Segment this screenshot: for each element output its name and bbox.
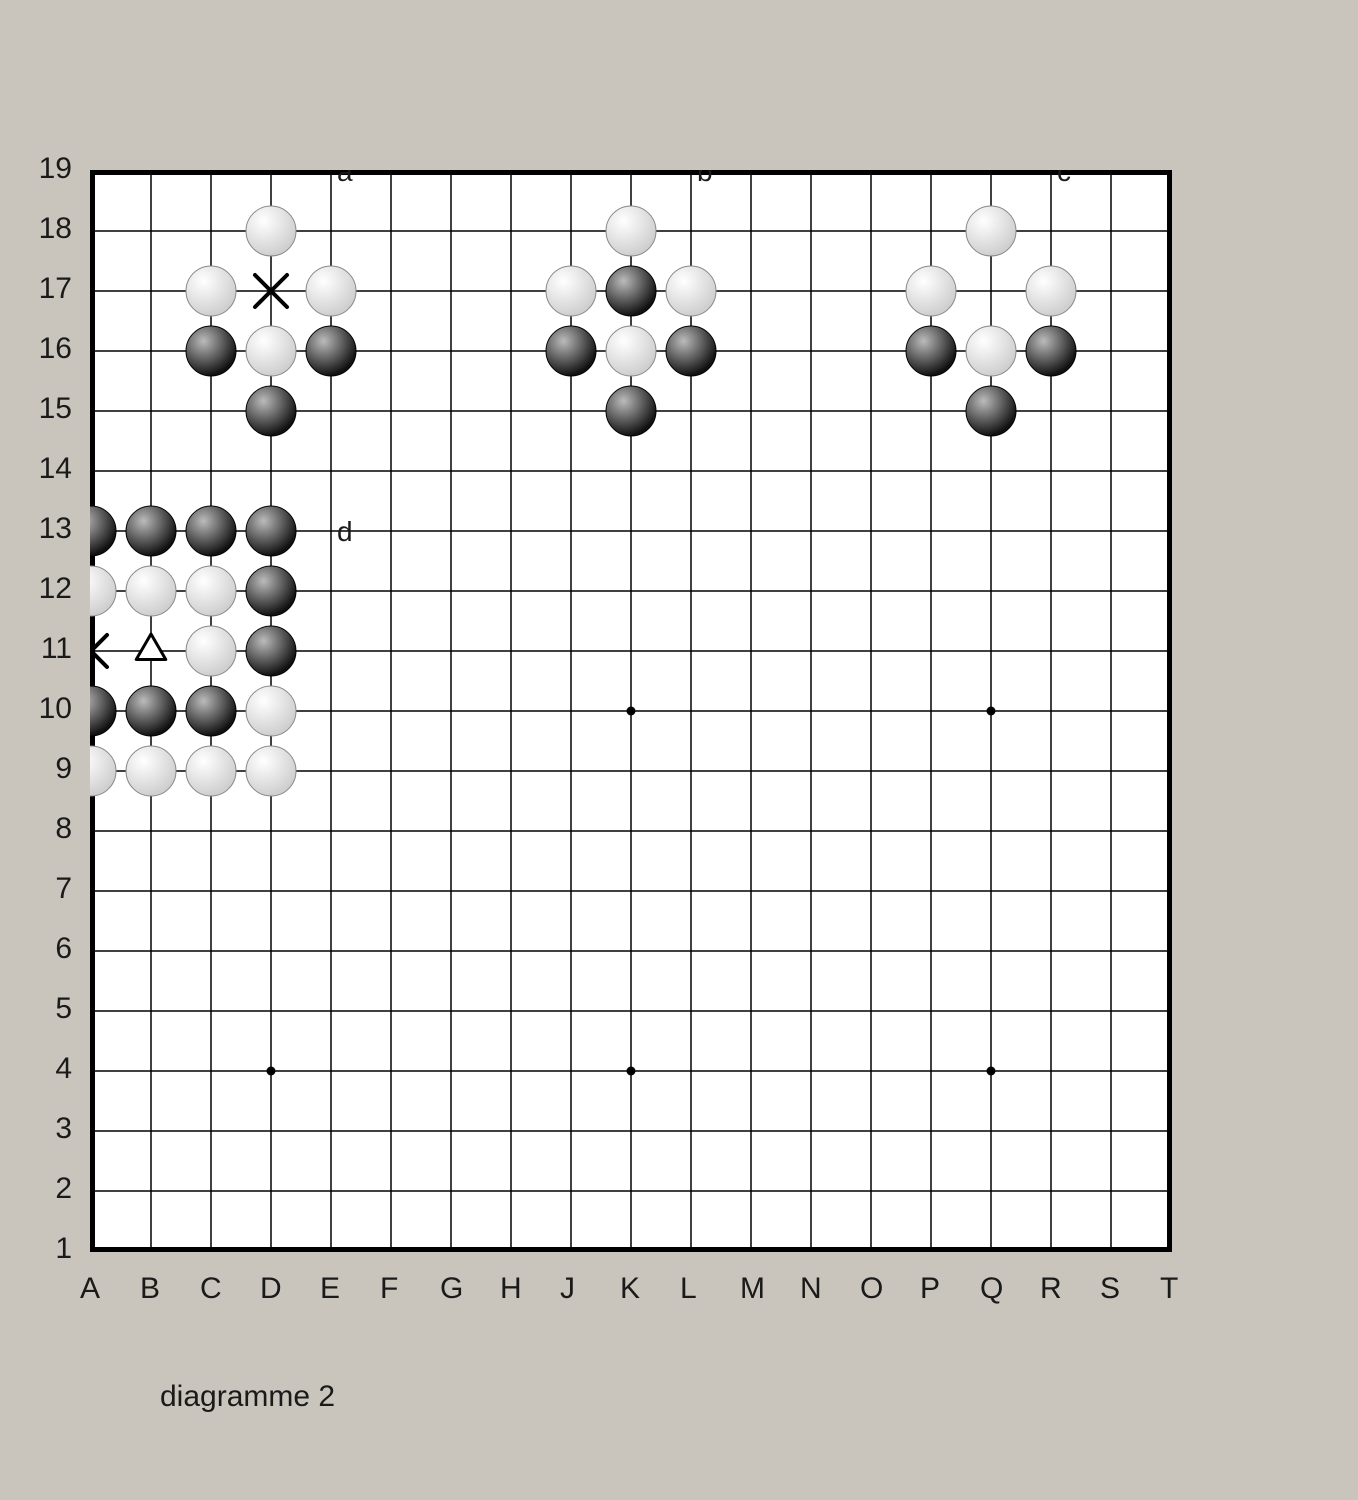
annotation-label: d [337, 516, 353, 547]
col-label: G [440, 1272, 463, 1306]
col-label: H [500, 1272, 522, 1306]
black-stone [246, 506, 296, 556]
white-stone [906, 266, 956, 316]
row-label: 7 [55, 872, 72, 906]
white-stone [966, 326, 1016, 376]
white-stone [1026, 266, 1076, 316]
row-label: 10 [39, 692, 72, 726]
row-label: 9 [55, 752, 72, 786]
black-stone [666, 326, 716, 376]
black-stone [246, 626, 296, 676]
row-label: 6 [55, 932, 72, 966]
diagram-caption: diagramme 2 [160, 1380, 335, 1414]
col-label: O [860, 1272, 883, 1306]
annotation-label: a [337, 170, 353, 187]
col-label: B [140, 1272, 160, 1306]
white-stone [246, 326, 296, 376]
white-stone [186, 266, 236, 316]
star-point [987, 707, 996, 716]
row-label: 19 [39, 152, 72, 186]
col-label: Q [980, 1272, 1003, 1306]
black-stone [186, 686, 236, 736]
col-label: N [800, 1272, 822, 1306]
page-root: abcd 12345678910111213141516171819ABCDEF… [0, 0, 1358, 1500]
col-label: L [680, 1272, 697, 1306]
row-label: 17 [39, 272, 72, 306]
white-stone [606, 326, 656, 376]
row-label: 3 [55, 1112, 72, 1146]
row-label: 4 [55, 1052, 72, 1086]
col-label: T [1160, 1272, 1178, 1306]
row-label: 13 [39, 512, 72, 546]
white-stone [666, 266, 716, 316]
white-stone [246, 746, 296, 796]
col-label: K [620, 1272, 640, 1306]
white-stone [126, 566, 176, 616]
black-stone [186, 506, 236, 556]
col-label: M [740, 1272, 765, 1306]
black-stone [1026, 326, 1076, 376]
star-point [627, 707, 636, 716]
black-stone [126, 686, 176, 736]
col-label: E [320, 1272, 340, 1306]
white-stone [186, 566, 236, 616]
black-stone [906, 326, 956, 376]
white-stone [546, 266, 596, 316]
white-stone [246, 686, 296, 736]
black-stone [546, 326, 596, 376]
row-label: 12 [39, 572, 72, 606]
white-stone [246, 206, 296, 256]
row-label: 16 [39, 332, 72, 366]
go-board: a b c d [90, 170, 1172, 1252]
row-label: 1 [55, 1232, 72, 1266]
row-label: 2 [55, 1172, 72, 1206]
col-label: R [1040, 1272, 1062, 1306]
black-stone [246, 386, 296, 436]
row-label: 14 [39, 452, 72, 486]
annotation-label: b [697, 170, 713, 187]
star-point [267, 1067, 276, 1076]
col-label: P [920, 1272, 940, 1306]
row-label: 15 [39, 392, 72, 426]
black-stone [126, 506, 176, 556]
white-stone [306, 266, 356, 316]
black-stone [186, 326, 236, 376]
row-label: 5 [55, 992, 72, 1026]
row-label: 18 [39, 212, 72, 246]
row-label: 11 [41, 632, 72, 666]
black-stone [606, 266, 656, 316]
white-stone [186, 626, 236, 676]
col-label: S [1100, 1272, 1120, 1306]
col-label: C [200, 1272, 222, 1306]
black-stone [306, 326, 356, 376]
col-label: A [80, 1272, 100, 1306]
col-label: J [560, 1272, 575, 1306]
white-stone [606, 206, 656, 256]
white-stone [966, 206, 1016, 256]
white-stone [186, 746, 236, 796]
black-stone [246, 566, 296, 616]
black-stone [966, 386, 1016, 436]
star-point [987, 1067, 996, 1076]
black-stone [606, 386, 656, 436]
row-label: 8 [55, 812, 72, 846]
col-label: F [380, 1272, 398, 1306]
star-point [627, 1067, 636, 1076]
col-label: D [260, 1272, 282, 1306]
white-stone [126, 746, 176, 796]
annotation-label: c [1057, 170, 1071, 187]
